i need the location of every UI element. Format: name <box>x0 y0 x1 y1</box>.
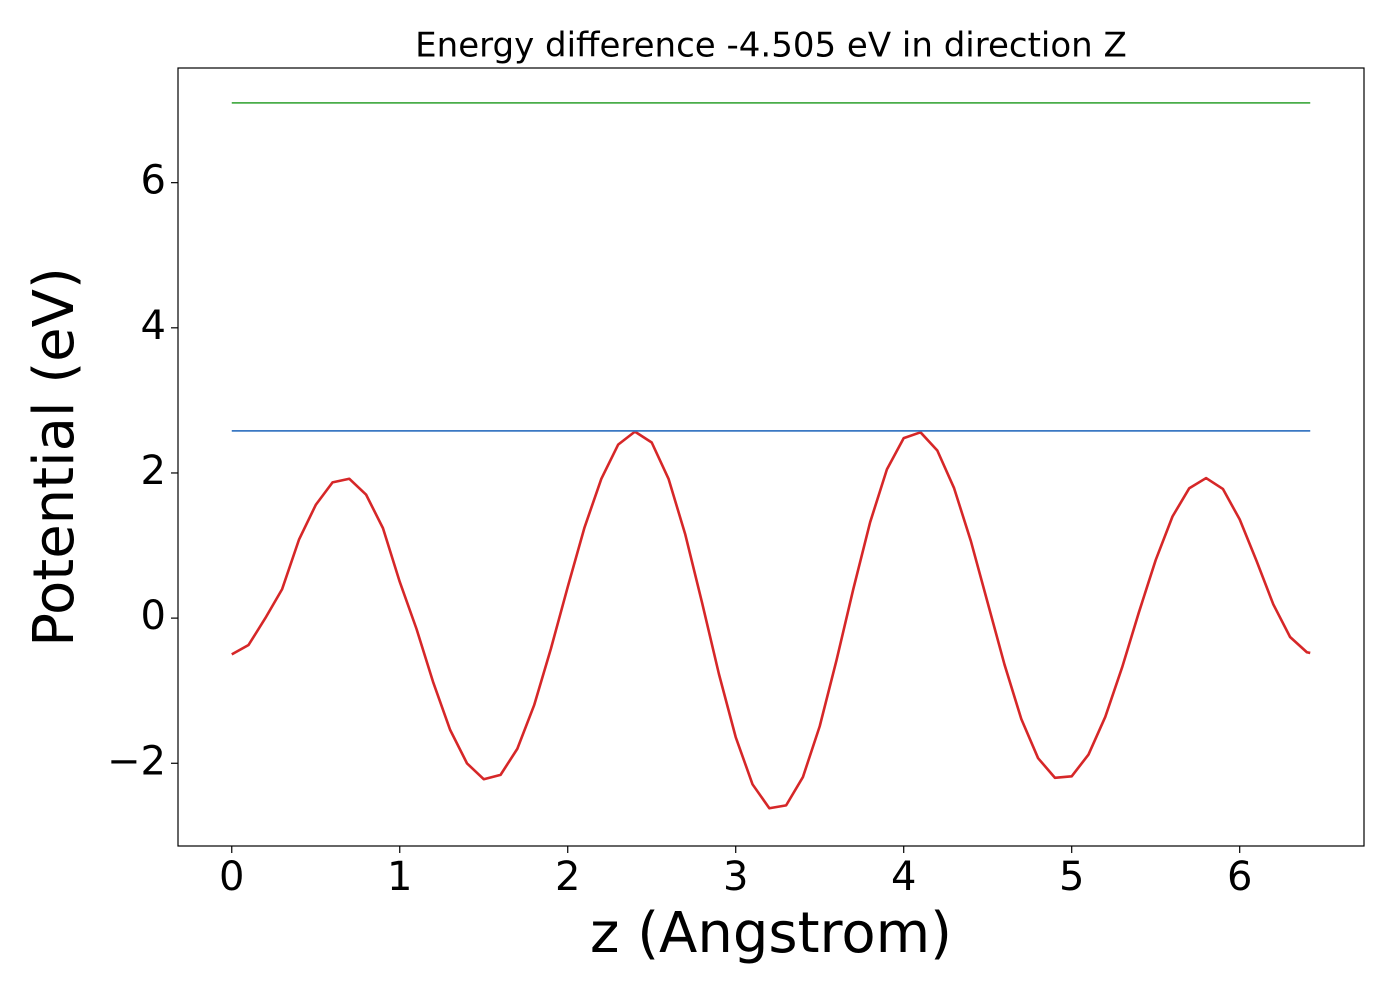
y-tick-label: 4 <box>141 303 166 349</box>
x-tick-label: 6 <box>1227 854 1252 900</box>
x-tick-label: 1 <box>387 854 412 900</box>
x-tick-label: 2 <box>555 854 580 900</box>
y-tick-label: −2 <box>107 738 166 784</box>
x-axis-label: z (Angstrom) <box>590 901 952 966</box>
x-tick-label: 4 <box>891 854 916 900</box>
x-tick-label: 0 <box>219 854 244 900</box>
y-tick-label: 2 <box>141 448 166 494</box>
x-tick-label: 3 <box>723 854 748 900</box>
y-axis-label: Potential (eV) <box>22 267 87 647</box>
x-tick-label: 5 <box>1059 854 1084 900</box>
data-line <box>231 430 1311 810</box>
y-tick-label: 0 <box>141 593 166 639</box>
y-tick-label: 6 <box>141 158 166 204</box>
plot-frame <box>177 67 1365 847</box>
chart-title: Energy difference -4.505 eV in direction… <box>415 26 1127 66</box>
